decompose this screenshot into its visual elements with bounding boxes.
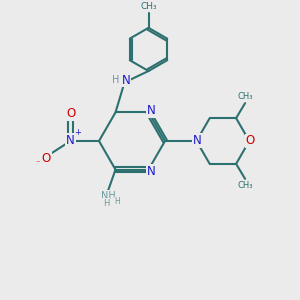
Text: CH₃: CH₃ <box>238 92 254 101</box>
Text: O: O <box>246 134 255 148</box>
Text: N: N <box>193 134 202 147</box>
Text: N: N <box>66 134 75 147</box>
Text: +: + <box>75 128 81 137</box>
Text: O: O <box>67 107 76 120</box>
Text: ⁻: ⁻ <box>36 160 40 169</box>
Text: O: O <box>42 152 51 165</box>
Text: CH₃: CH₃ <box>140 2 157 11</box>
Text: H: H <box>112 75 120 85</box>
Text: H: H <box>114 197 120 206</box>
Text: NH: NH <box>100 191 116 201</box>
Text: N: N <box>146 104 155 117</box>
Text: CH₃: CH₃ <box>238 181 254 190</box>
Text: N: N <box>146 165 155 178</box>
Text: N: N <box>122 74 130 86</box>
Text: H: H <box>103 199 109 208</box>
